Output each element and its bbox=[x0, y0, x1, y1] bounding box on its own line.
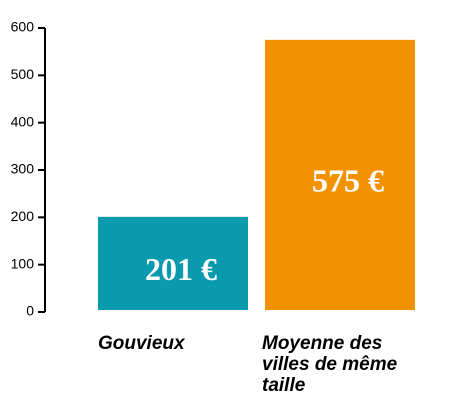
y-tick-label: 400 bbox=[11, 113, 35, 129]
y-tick-label: 0 bbox=[26, 303, 34, 319]
value-label: 201 € bbox=[145, 251, 217, 287]
value-label: 575 € bbox=[312, 162, 384, 198]
y-tick-label: 100 bbox=[11, 255, 35, 271]
x-tick-label: Gouvieux bbox=[98, 333, 185, 354]
y-tick-label: 500 bbox=[11, 66, 35, 82]
bar bbox=[98, 216, 248, 310]
y-tick-label: 300 bbox=[11, 161, 35, 177]
y-tick-label: 600 bbox=[11, 19, 35, 35]
x-tick-label: Moyenne des villes de même taille bbox=[262, 333, 398, 396]
bar bbox=[265, 39, 415, 310]
y-tick-label: 200 bbox=[11, 208, 35, 224]
